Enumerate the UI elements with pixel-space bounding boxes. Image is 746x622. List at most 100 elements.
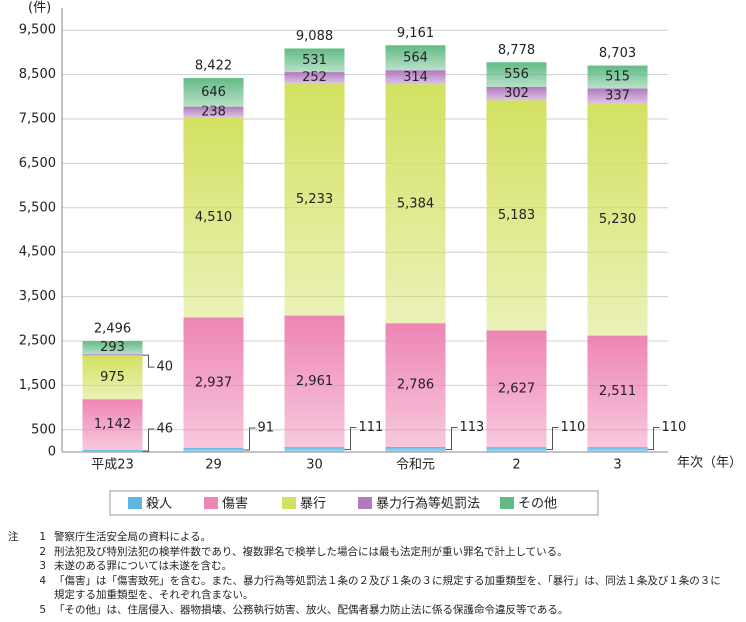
- leader-line: [344, 427, 357, 451]
- data-label: 556: [504, 67, 529, 82]
- note: 注 1 警察庁生活安全局の資料による。: [8, 530, 728, 545]
- bar-segment: [587, 335, 648, 448]
- legend-swatch: [128, 497, 142, 509]
- bar-segment: [385, 70, 446, 85]
- notes: 注 1 警察庁生活安全局の資料による。 2 刑法犯及び特別法犯の検挙件数であり、複数罪名…: [8, 530, 728, 617]
- bar-segment: [587, 447, 648, 452]
- y-tick-label: 6,500: [19, 156, 56, 171]
- bar-segment: [587, 88, 648, 104]
- x-tick-label: 3: [613, 458, 621, 473]
- bar-segment: [183, 117, 244, 318]
- note-number: 3: [39, 560, 46, 572]
- y-tick-label: 4,500: [19, 245, 56, 260]
- bar-segment: [587, 103, 648, 336]
- data-label: 1,142: [94, 417, 131, 432]
- total-label: 9,088: [296, 29, 333, 44]
- x-tick-label: 平成23: [91, 458, 134, 473]
- note-label: [8, 545, 30, 560]
- data-label: 531: [302, 53, 327, 68]
- y-tick-label: 3,500: [19, 289, 56, 304]
- bar-segment: [385, 84, 446, 324]
- data-label: 110: [662, 420, 687, 435]
- x-axis-label: 年次（年）: [677, 456, 742, 471]
- data-label: 5,230: [599, 212, 636, 227]
- bar-segment: [284, 447, 345, 452]
- bar-segment: [486, 330, 547, 448]
- bar-segment: [82, 449, 143, 452]
- x-tick-label: 30: [306, 458, 323, 473]
- bar-segment: [284, 83, 345, 316]
- note: 4 「傷害」は「傷害致死」を含む。また、暴力行為等処罰法１条の２及び１条の３に規定…: [8, 574, 728, 603]
- legend: 殺人 傷害 暴行 暴力行為等処罰法 その他: [109, 490, 599, 516]
- legend-label: 暴力行為等処罰法: [376, 496, 480, 512]
- legend-label: その他: [518, 497, 557, 512]
- y-tick-label: 500: [31, 422, 56, 437]
- data-label: 646: [201, 85, 226, 100]
- note-number: 2: [39, 545, 46, 558]
- data-label: 5,384: [397, 196, 434, 211]
- total-label: 9,161: [397, 26, 434, 41]
- note-text: 刑法犯及び特別法犯の検挙件数であり、複数罪名で検挙した場合には最も法定刑が重い罪…: [54, 545, 568, 558]
- data-label: 2,511: [599, 384, 636, 399]
- data-label: 111: [359, 420, 384, 435]
- y-unit: (件): [28, 1, 51, 16]
- data-label: 40: [157, 360, 174, 375]
- legend-swatch: [500, 497, 514, 509]
- leader-line: [142, 354, 155, 368]
- legend-swatch: [282, 497, 296, 509]
- bar-segment: [284, 315, 345, 448]
- x-tick-label: 令和元: [396, 458, 435, 473]
- leader-line: [445, 426, 458, 450]
- note-label: [8, 559, 30, 574]
- data-label: 252: [302, 70, 327, 85]
- data-label: 2,937: [195, 375, 232, 390]
- note-number: 4: [39, 574, 46, 587]
- note-number: 5: [39, 603, 46, 616]
- note-label: 注: [8, 531, 19, 543]
- data-label: 314: [403, 70, 428, 85]
- y-tick-label: 9,500: [19, 23, 56, 38]
- data-label: 110: [561, 420, 586, 435]
- bar-segment: [183, 78, 244, 107]
- bar-segment: [183, 106, 244, 118]
- data-label: 5,183: [498, 208, 535, 223]
- legend-swatch: [358, 497, 372, 509]
- bar-segment: [486, 100, 547, 331]
- legend-label: 暴行: [300, 497, 326, 512]
- data-label: 46: [157, 421, 174, 436]
- leader-line: [142, 428, 155, 452]
- note: 5 「その他」は、住居侵入、器物損壊、公務執行妨害、放火、配偶者暴力防止法に係る保…: [8, 603, 728, 618]
- bar-segment: [82, 355, 143, 400]
- y-tick-label: 5,500: [19, 200, 56, 215]
- data-label: 4,510: [195, 210, 232, 225]
- note-label: [8, 603, 30, 618]
- note-text: 未遂のある罪については未遂を含む。: [54, 560, 232, 572]
- leader-line: [647, 427, 660, 451]
- data-label: 515: [605, 70, 630, 85]
- legend-swatch: [204, 497, 218, 509]
- total-label: 8,778: [498, 43, 535, 58]
- x-tick-label: 2: [512, 458, 520, 473]
- legend-box: [109, 490, 599, 516]
- data-label: 113: [460, 420, 485, 435]
- bar-segment: [284, 72, 345, 84]
- bar-segment: [587, 65, 648, 89]
- data-label: 5,233: [296, 192, 333, 207]
- leader-line: [243, 427, 256, 451]
- data-label: 564: [403, 50, 428, 65]
- y-tick-label: 7,500: [19, 112, 56, 127]
- total-label: 8,422: [195, 59, 232, 74]
- bar-segment: [385, 45, 446, 71]
- x-tick-label: 29: [205, 458, 222, 473]
- bar-segment: [385, 446, 446, 452]
- data-label: 238: [201, 105, 226, 120]
- data-label: 337: [605, 88, 630, 103]
- total-label: 8,703: [599, 46, 636, 61]
- total-label: 2,496: [94, 322, 131, 337]
- data-label: 302: [504, 86, 529, 101]
- note-label: [8, 574, 30, 603]
- bar-segment: [183, 317, 244, 448]
- note-text: 「その他」は、住居侵入、器物損壊、公務執行妨害、放火、配偶者暴力防止法に係る保護…: [54, 603, 569, 616]
- legend-label: 傷害: [222, 496, 248, 512]
- bar-segment: [486, 447, 547, 452]
